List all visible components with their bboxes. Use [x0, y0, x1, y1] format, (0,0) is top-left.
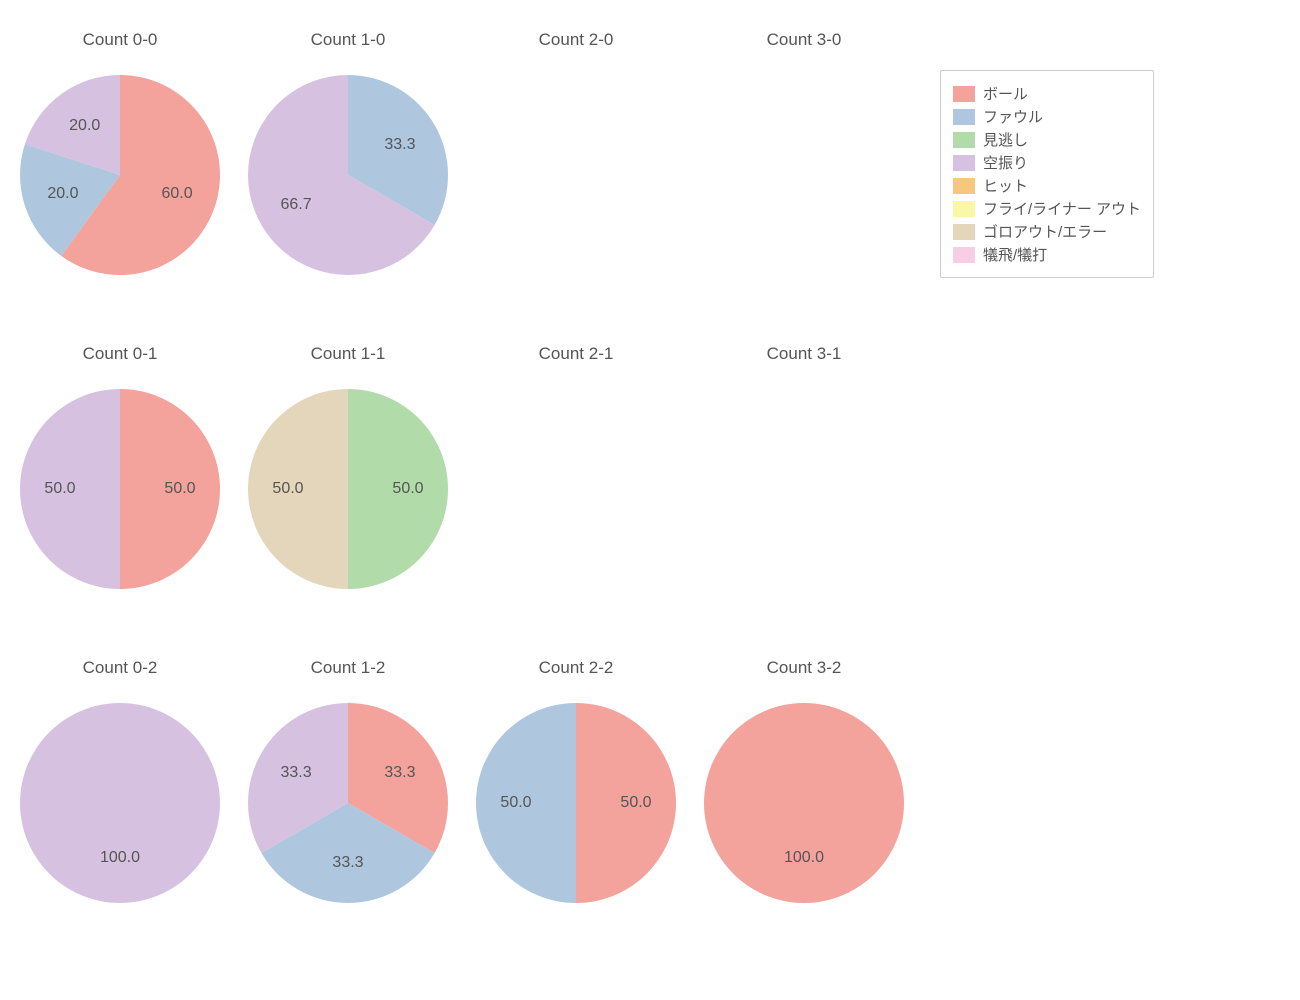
legend-swatch — [953, 247, 975, 263]
panel-title: Count 1-0 — [248, 30, 448, 50]
pie-chart: 100.0 — [20, 703, 220, 903]
slice-label: 33.3 — [384, 764, 415, 782]
panel-title: Count 2-0 — [476, 30, 676, 50]
legend-label: 見逃し — [983, 129, 1028, 150]
slice-label: 66.7 — [280, 196, 311, 214]
legend-swatch — [953, 201, 975, 217]
pie-chart: 50.0 50.0 — [248, 389, 448, 589]
slice-label: 50.0 — [272, 480, 303, 498]
slice-label: 33.3 — [280, 764, 311, 782]
slice-label: 50.0 — [164, 480, 195, 498]
chart-canvas: Count 0-060.020.020.0Count 1-033.366.7Co… — [0, 0, 1300, 1000]
panel-title: Count 2-2 — [476, 658, 676, 678]
chart-panel: Count 3-2 100.0 — [704, 648, 904, 903]
slice-label: 20.0 — [69, 117, 100, 135]
legend-swatch — [953, 224, 975, 240]
slice-label: 20.0 — [47, 185, 78, 203]
legend-item: ヒット — [953, 175, 1141, 196]
chart-panel: Count 0-1 50.0 50.0 — [20, 334, 220, 589]
pie-chart: 33.3 33.3 33.3 — [248, 703, 448, 903]
legend-item: 空振り — [953, 152, 1141, 173]
chart-panel: Count 3-0 — [704, 20, 904, 275]
panel-title: Count 0-2 — [20, 658, 220, 678]
panel-title: Count 3-0 — [704, 30, 904, 50]
pie-chart: 50.0 50.0 — [476, 703, 676, 903]
legend-item: 見逃し — [953, 129, 1141, 150]
pie-chart: 33.3 66.7 — [248, 75, 448, 275]
legend-label: ファウル — [983, 106, 1043, 127]
panel-title: Count 3-1 — [704, 344, 904, 364]
chart-panel: Count 0-2 100.0 — [20, 648, 220, 903]
slice-label: 50.0 — [392, 480, 423, 498]
legend-label: フライ/ライナー アウト — [983, 198, 1141, 219]
pie-chart: 50.0 50.0 — [20, 389, 220, 589]
legend-label: ヒット — [983, 175, 1028, 196]
chart-panel: Count 1-0 33.3 66.7 — [248, 20, 448, 275]
chart-panel: Count 2-2 50.0 50.0 — [476, 648, 676, 903]
chart-panel: Count 3-1 — [704, 334, 904, 589]
legend-item: フライ/ライナー アウト — [953, 198, 1141, 219]
legend-item: ファウル — [953, 106, 1141, 127]
panel-title: Count 2-1 — [476, 344, 676, 364]
legend-label: ゴロアウト/エラー — [983, 221, 1107, 242]
legend-swatch — [953, 178, 975, 194]
legend-swatch — [953, 155, 975, 171]
chart-panel: Count 2-0 — [476, 20, 676, 275]
chart-panel: Count 1-2 33.3 33.3 33.3 — [248, 648, 448, 903]
slice-label: 33.3 — [332, 854, 363, 872]
slice-label: 50.0 — [500, 794, 531, 812]
legend-swatch — [953, 132, 975, 148]
legend: ボールファウル見逃し空振りヒットフライ/ライナー アウトゴロアウト/エラー犠飛/… — [940, 70, 1154, 278]
slice-label: 60.0 — [161, 185, 192, 203]
panel-title: Count 1-2 — [248, 658, 448, 678]
pie-chart: 60.0 20.0 20.0 — [20, 75, 220, 275]
panel-title: Count 0-0 — [20, 30, 220, 50]
legend-swatch — [953, 86, 975, 102]
legend-item: 犠飛/犠打 — [953, 244, 1141, 265]
legend-item: ボール — [953, 83, 1141, 104]
slice-label: 100.0 — [100, 849, 140, 867]
chart-panel: Count 1-1 50.0 50.0 — [248, 334, 448, 589]
legend-swatch — [953, 109, 975, 125]
pie-chart: 100.0 — [704, 703, 904, 903]
slice-label: 50.0 — [44, 480, 75, 498]
chart-panel: Count 0-0 60.0 20.0 20.0 — [20, 20, 220, 275]
legend-label: 犠飛/犠打 — [983, 244, 1047, 265]
chart-panel: Count 2-1 — [476, 334, 676, 589]
panel-title: Count 3-2 — [704, 658, 904, 678]
panel-title: Count 1-1 — [248, 344, 448, 364]
slice-label: 33.3 — [384, 136, 415, 154]
slice-label: 50.0 — [620, 794, 651, 812]
legend-item: ゴロアウト/エラー — [953, 221, 1141, 242]
legend-label: 空振り — [983, 152, 1028, 173]
legend-label: ボール — [983, 83, 1028, 104]
panel-title: Count 0-1 — [20, 344, 220, 364]
slice-label: 100.0 — [784, 849, 824, 867]
